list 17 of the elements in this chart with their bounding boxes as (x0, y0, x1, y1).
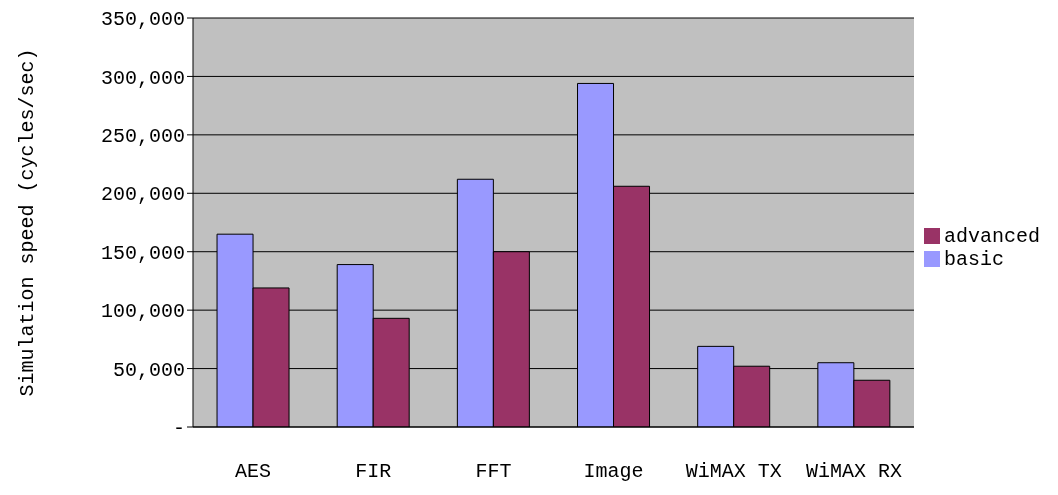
y-tick-label: 250,000 (100, 124, 185, 148)
y-axis-title: Simulation speed (cycles/sec) (16, 48, 40, 397)
y-tick-label: 50,000 (112, 358, 185, 382)
y-tick-label: 100,000 (100, 300, 185, 324)
x-tick-label: FFT (475, 460, 512, 484)
x-tick-label: WiMAX TX (685, 460, 782, 484)
x-tick-label: WiMAX RX (805, 460, 902, 484)
y-tick-label: - (172, 417, 185, 441)
x-tick-label: Image (583, 460, 644, 484)
y-tick-label: 300,000 (100, 66, 185, 90)
y-tick-label: 350,000 (100, 8, 185, 32)
y-tick-label: 150,000 (100, 241, 185, 265)
y-tick-label: 200,000 (100, 183, 185, 207)
legend-label: basic (943, 247, 1004, 271)
x-tick-label: FIR (355, 460, 392, 484)
legend-label: advanced (943, 224, 1040, 248)
x-tick-label: AES (235, 460, 272, 484)
